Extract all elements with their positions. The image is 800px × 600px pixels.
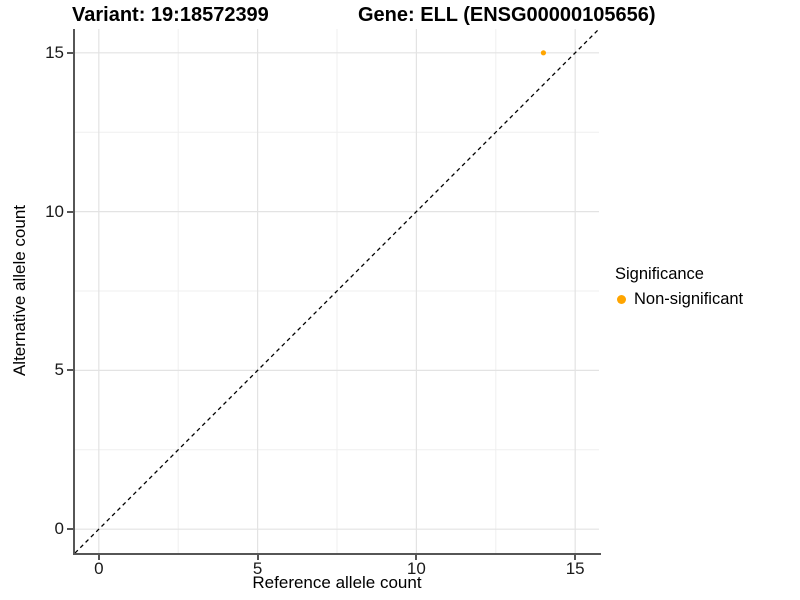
x-tick-mark bbox=[415, 555, 418, 560]
plot-title-variant: Variant: 19:18572399 bbox=[72, 4, 269, 26]
x-tick-label: 10 bbox=[406, 559, 426, 578]
data-point bbox=[540, 50, 547, 56]
x-axis-title: Reference allele count bbox=[252, 573, 422, 592]
y-tick-mark bbox=[67, 210, 73, 213]
y-axis-title: Alternative allele count bbox=[10, 205, 29, 377]
y-tick-mark bbox=[67, 51, 73, 54]
x-tick-label: 0 bbox=[94, 559, 104, 578]
y-tick-mark bbox=[67, 528, 73, 531]
plot-canvas bbox=[75, 29, 599, 553]
x-tick-label: 15 bbox=[565, 559, 585, 578]
legend-point-icon bbox=[617, 295, 626, 304]
x-tick-mark bbox=[256, 555, 259, 560]
legend: Significance Non-significant bbox=[615, 265, 743, 309]
y-tick-mark bbox=[67, 369, 73, 372]
y-tick-label: 10 bbox=[45, 201, 64, 221]
x-tick-label: 5 bbox=[252, 559, 263, 578]
plot-title-gene: Gene: ELL (ENSG00000105656) bbox=[358, 4, 656, 26]
y-axis-line bbox=[73, 29, 75, 555]
y-tick-label: 0 bbox=[54, 519, 64, 539]
y-tick-label: 15 bbox=[45, 42, 64, 62]
x-tick-mark bbox=[574, 555, 577, 560]
legend-title: Significance bbox=[615, 265, 704, 283]
x-tick-mark bbox=[97, 555, 100, 560]
x-axis-line bbox=[73, 553, 601, 555]
identity-reference-line bbox=[75, 29, 599, 553]
y-tick-label: 5 bbox=[54, 360, 64, 380]
plot-panel bbox=[75, 29, 599, 553]
legend-item-label: Non-significant bbox=[634, 290, 744, 308]
legend-item-nonsignificant: Non-significant bbox=[615, 290, 743, 309]
